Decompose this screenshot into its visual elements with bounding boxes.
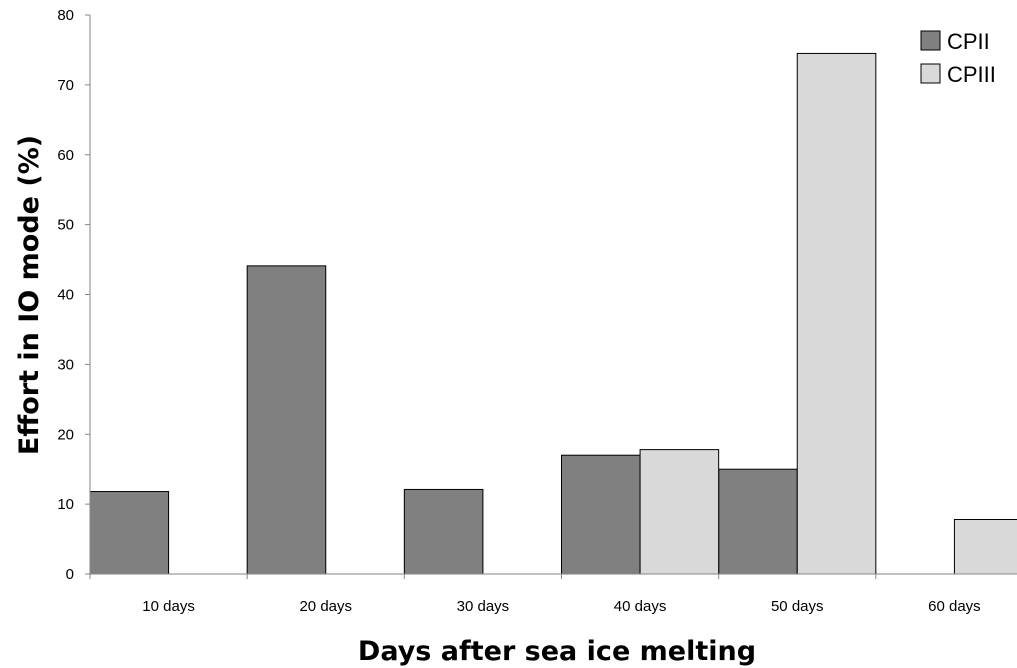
y-tick-label: 0 [66, 566, 74, 583]
y-ticks-group: 0 10 20 30 40 50 60 70 80 [57, 7, 90, 583]
x-tick-label: 40 days [614, 598, 667, 615]
x-tick-label: 60 days [928, 598, 981, 615]
bars-group [89, 52, 1017, 575]
legend: CPII CPIII [920, 29, 996, 87]
y-axis-title: Effort in IO mode (%) [14, 135, 45, 455]
bar-cpii-20-days [246, 265, 327, 575]
x-tick-label: 50 days [771, 598, 824, 615]
y-tick-label: 70 [57, 77, 74, 94]
axes-group [89, 15, 1017, 575]
legend-label-cpii: CPII [947, 29, 990, 54]
legend-swatch-cpii [920, 30, 941, 51]
y-tick-label: 80 [57, 7, 74, 24]
bar-cpiii-50-days [796, 52, 877, 575]
y-tick-label: 30 [57, 356, 74, 373]
legend-swatch-cpiii [920, 63, 941, 84]
x-tick-label: 10 days [142, 598, 195, 615]
bar-cpii-30-days [403, 488, 484, 575]
bar-cpii-40-days [561, 454, 641, 575]
bar-cpiii-40-days [639, 449, 720, 575]
bar-cpii-50-days [718, 468, 798, 575]
y-tick-label: 50 [57, 217, 74, 234]
legend-label-cpiii: CPIII [947, 62, 996, 87]
y-tick-label: 40 [57, 287, 74, 304]
x-ticks-group: 10 days 20 days 30 days 40 days 50 days 60 da… [89, 574, 981, 615]
x-tick-label: 20 days [299, 598, 352, 615]
y-tick-label: 20 [57, 426, 74, 443]
bar-cpii-10-days [89, 491, 170, 575]
y-tick-label: 60 [57, 147, 74, 164]
bar-cpiii-60-days [953, 519, 1017, 575]
x-axis-title: Days after sea ice melting [358, 636, 756, 667]
y-tick-label: 10 [57, 496, 74, 513]
x-tick-label: 30 days [457, 598, 510, 615]
